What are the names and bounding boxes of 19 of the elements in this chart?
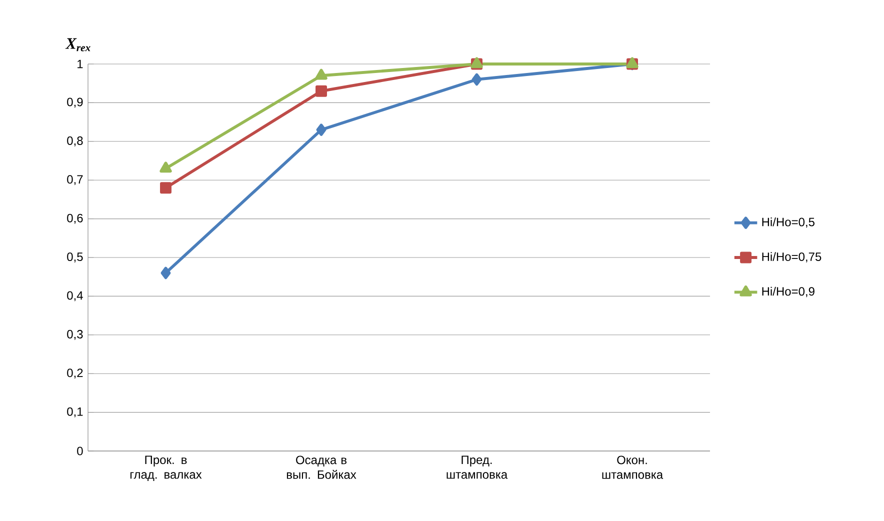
legend-label: Hi/Ho=0,75	[762, 252, 822, 262]
y-tick-label: 0,9	[67, 98, 83, 108]
legend-label: Hi/Ho=0,9	[762, 286, 814, 298]
legend-label: Hi/Ho=0,5	[762, 217, 814, 228]
y-tick-label: 0,8	[67, 136, 83, 146]
y-tick-label: 0	[77, 446, 83, 456]
y-axis-title: X$_{rex}$	[65, 38, 90, 52]
y-tick-label: 0,6	[67, 214, 83, 224]
y-tick-label: 0,3	[67, 330, 83, 340]
x-tick-label: Прок. в глад. валках	[130, 456, 202, 482]
x-tick-label: Пред. штамповка	[446, 456, 508, 479]
y-tick-label: 0,7	[67, 175, 83, 186]
x-tick-label: Осадка в вып. Бойках	[286, 456, 356, 479]
y-tick-label: 1	[78, 60, 83, 68]
x-tick-label: Окон. штамповка	[602, 456, 664, 479]
y-tick-label: 0,2	[67, 368, 83, 379]
y-tick-label: 0,1	[67, 407, 83, 418]
y-tick-label: 0,5	[67, 252, 83, 262]
y-tick-label: 0,4	[67, 291, 83, 302]
